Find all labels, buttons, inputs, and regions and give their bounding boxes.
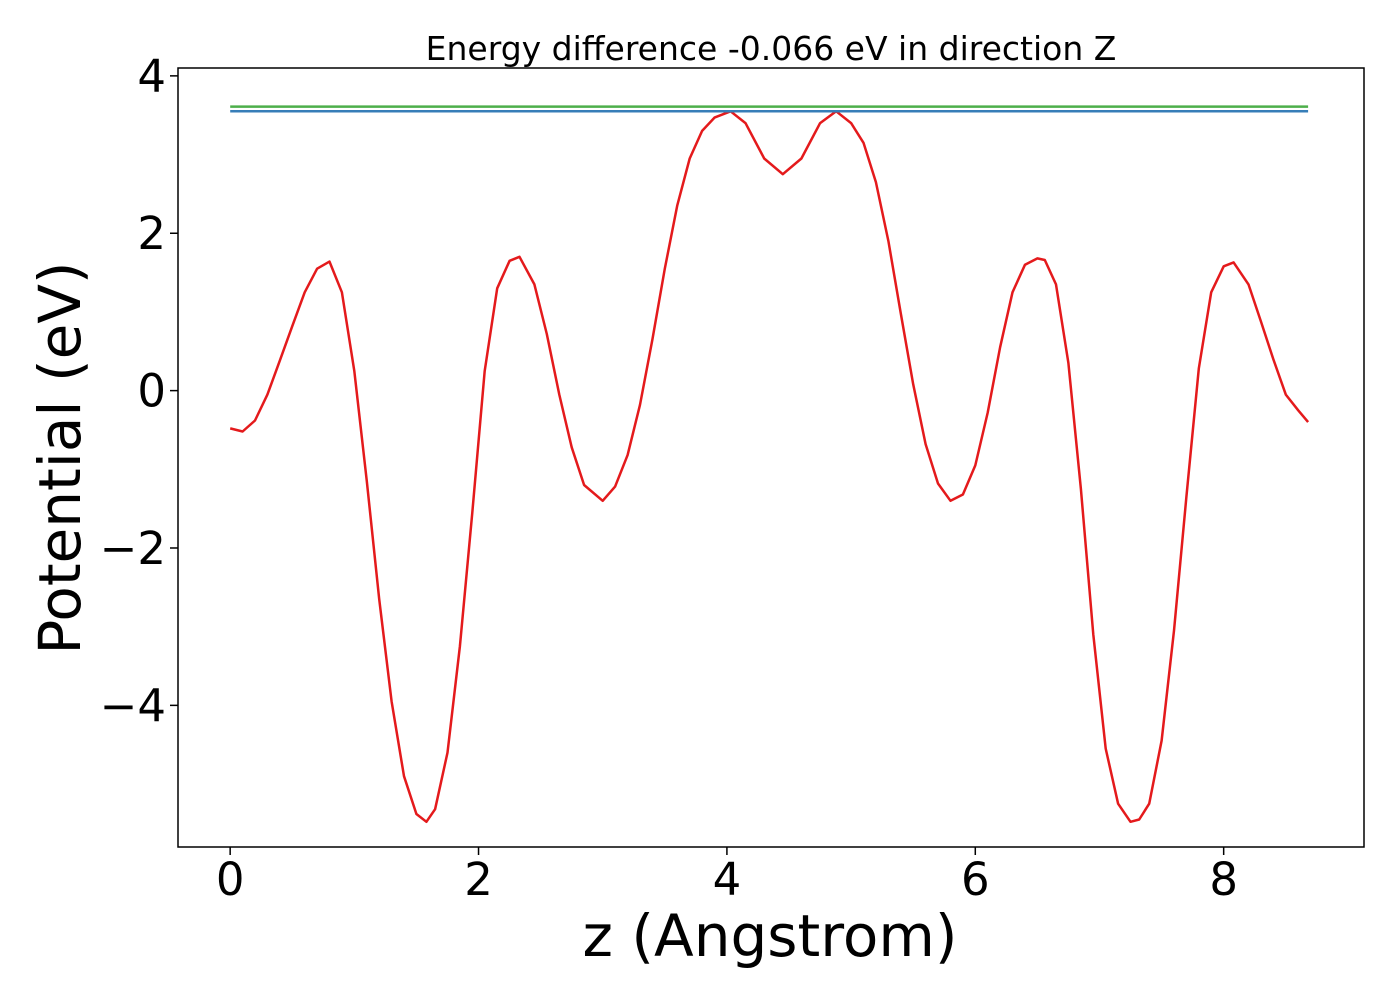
y-tick-label: 2 (137, 207, 166, 260)
plot-frame (177, 67, 1365, 848)
y-tick-label: 4 (137, 50, 166, 103)
x-tick-label: 2 (464, 853, 493, 906)
series-line-1 (229, 110, 1310, 824)
series-layer (229, 105, 1310, 824)
x-tick-label: 6 (961, 853, 990, 906)
x-tick-label: 4 (713, 853, 742, 906)
x-tick-label: 8 (1209, 853, 1238, 906)
chart-title: Energy difference -0.066 eV in direction… (426, 29, 1117, 68)
y-axis: −4 −2 0 2 4 (100, 50, 178, 732)
y-tick-label: −4 (100, 679, 166, 732)
x-axis: 0 2 4 6 8 (216, 847, 1238, 906)
x-tick-label: 0 (216, 853, 245, 906)
y-axis-label: Potential (eV) (26, 261, 94, 654)
y-tick-label: −2 (100, 522, 166, 575)
y-tick-label: 0 (137, 365, 166, 418)
x-axis-label: z (Angstrom) (583, 902, 958, 970)
